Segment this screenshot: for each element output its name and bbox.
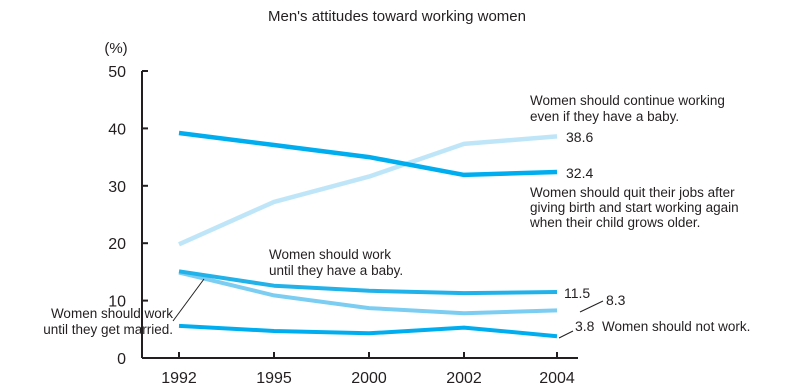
data-label-2004-not-work: 3.8 — [575, 318, 595, 334]
series-label-continue: even if they have a baby. — [530, 109, 679, 124]
y-tick-label: 30 — [108, 179, 126, 196]
data-label-2004-until-married: 8.3 — [606, 292, 626, 308]
series-line-until-married — [178, 270, 558, 316]
series-line-continue — [178, 134, 558, 247]
series-label-quit-return: Women should quit their jobs after — [530, 185, 735, 200]
y-tick-label: 0 — [117, 351, 126, 368]
x-tick-label: 2000 — [351, 370, 387, 386]
series-label-until-baby: Women should work — [269, 247, 391, 262]
x-tick-label: 1995 — [256, 370, 292, 386]
series-label-not-work: Women should not work. — [602, 319, 750, 334]
series-label-until-married: Women should work — [51, 306, 173, 321]
series-line-until-baby — [178, 269, 558, 296]
chart-title: Men's attitudes toward working women — [268, 8, 526, 25]
series-label-continue: Women should continue working — [530, 93, 725, 108]
data-label-2004-until-baby: 11.5 — [564, 285, 590, 301]
leader-line-until-married-end — [579, 300, 604, 313]
y-tick-label: 20 — [108, 236, 126, 253]
leader-line-until-married-start — [172, 278, 205, 322]
data-label-2004-continue: 38.6 — [566, 129, 593, 145]
x-tick-label: 2004 — [539, 370, 575, 386]
leader-lines — [172, 278, 604, 339]
y-tick-label: 10 — [108, 294, 126, 311]
series-label-quit-return: when their child grows older. — [529, 215, 700, 230]
leader-line-not-work-end — [558, 330, 574, 339]
x-tick-label: 2002 — [446, 370, 482, 386]
y-tick-label: 40 — [108, 121, 126, 138]
series-line-quit-return — [178, 130, 558, 178]
y-axis-unit-label: (%) — [104, 40, 127, 57]
series-lines — [178, 130, 558, 339]
series-label-until-married: until they get married. — [43, 322, 173, 337]
data-label-2004-quit-return: 32.4 — [566, 165, 593, 181]
y-tick-label: 50 — [108, 64, 126, 81]
series-line-not-work — [178, 323, 558, 339]
series-label-quit-return: giving birth and start working again — [530, 200, 739, 215]
x-tick-label: 1992 — [161, 370, 197, 386]
axes: 0 10 20 30 40 50 1992 1995 2000 2002 2004 — [108, 64, 578, 386]
series-label-until-baby: until they have a baby. — [269, 263, 403, 278]
